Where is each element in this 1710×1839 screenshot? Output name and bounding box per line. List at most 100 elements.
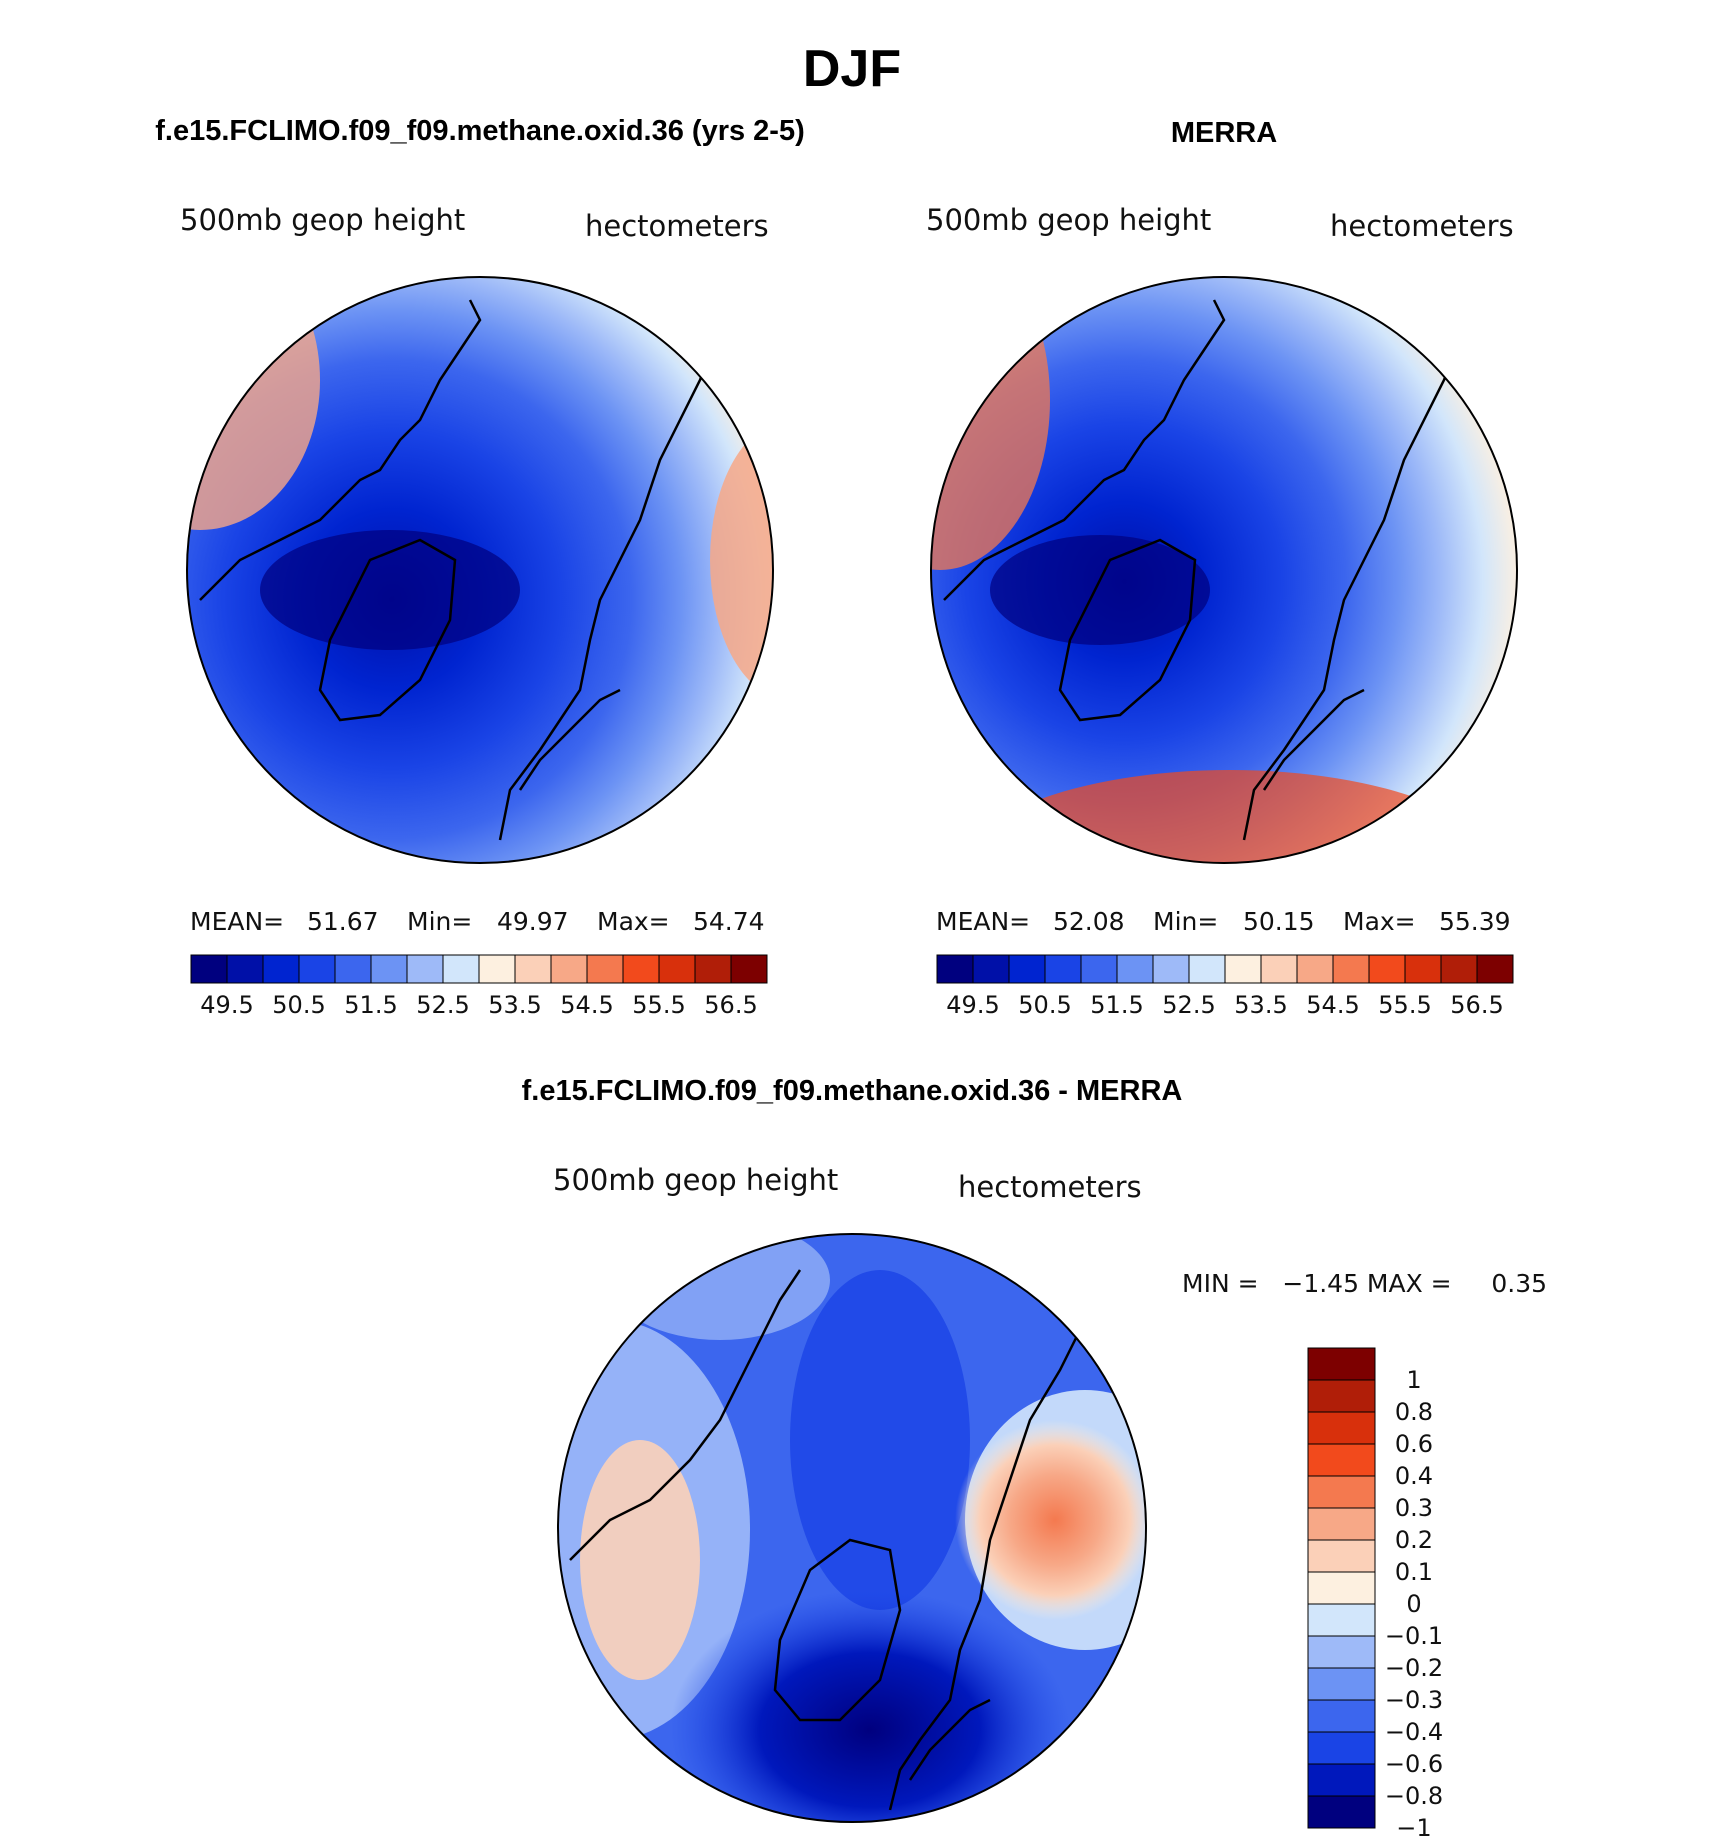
obs-land-scandinavia [1262, 688, 1365, 791]
obs-field-low-core [990, 535, 1210, 645]
diff-colorbar-tick-label: 0.4 [1395, 1462, 1433, 1490]
model-units-label: hectometers [585, 209, 769, 243]
model-colorbar-box [622, 954, 660, 984]
obs-colorbar-box [1224, 954, 1262, 984]
model-colorbar-tick-label: 53.5 [488, 991, 541, 1019]
model-colorbar-box [586, 954, 624, 984]
diff-colorbar-box [1307, 1571, 1376, 1605]
model-colorbar-box [226, 954, 264, 984]
obs-colorbar-box [1332, 954, 1370, 984]
model-colorbar-box [334, 954, 372, 984]
obs-mean-label: MEAN= [936, 907, 1030, 936]
model-colorbar-box [694, 954, 732, 984]
obs-colorbar-tick-label: 55.5 [1378, 991, 1431, 1019]
model-colorbar-box [514, 954, 552, 984]
obs-colorbar-box [1440, 954, 1478, 984]
model-colorbar-tick-label: 49.5 [200, 991, 253, 1019]
model-max-label: Max= [597, 907, 670, 936]
diff-map [558, 1234, 1146, 1822]
model-panel: f.e15.FCLIMO.f09_f09.methane.oxid.36 (yr… [155, 115, 805, 1019]
diff-colorbar-box [1307, 1763, 1376, 1797]
obs-colorbar-box [972, 954, 1010, 984]
diff-colorbar-tick-label: 1 [1406, 1366, 1421, 1394]
obs-colorbar-box [1116, 954, 1154, 984]
diff-field-west-positive [580, 1440, 700, 1680]
obs-max-value: 55.39 [1439, 907, 1511, 936]
diff-land-north-america [569, 1269, 802, 1561]
model-colorbar: 49.5 50.5 51.5 52.5 53.5 54.5 55.5 56.5 [190, 954, 768, 1019]
obs-max-label: Max= [1343, 907, 1416, 936]
model-land-greenland [318, 538, 457, 722]
model-colorbar-box [730, 954, 768, 984]
diff-colorbar-tick-label: 0.1 [1395, 1558, 1433, 1586]
model-variable-label: 500mb geop height [180, 203, 465, 237]
model-colorbar-box [370, 954, 408, 984]
diff-colorbar-box [1307, 1379, 1376, 1413]
model-map-border [186, 276, 774, 864]
model-land-north-america [199, 299, 482, 601]
diff-colorbar-box [1307, 1699, 1376, 1733]
obs-colorbar-box [1044, 954, 1082, 984]
model-mean-value: 51.67 [307, 907, 379, 936]
model-field-low-core [260, 530, 520, 650]
obs-heading: MERRA [1171, 117, 1277, 149]
diff-panel: f.e15.FCLIMO.f09_f09.methane.oxid.36 - M… [522, 1075, 1547, 1839]
obs-colorbar-tick-label: 49.5 [946, 991, 999, 1019]
diff-units-label: hectometers [958, 1170, 1142, 1204]
model-colorbar-box [442, 954, 480, 984]
diff-colorbar-tick-label: 0.3 [1395, 1494, 1433, 1522]
diff-map-border [557, 1233, 1147, 1823]
obs-colorbar-tick-label: 54.5 [1306, 991, 1359, 1019]
obs-colorbar-box [1368, 954, 1406, 984]
diff-colorbar-tick-label: −0.1 [1385, 1622, 1443, 1650]
model-field-east-high [710, 420, 773, 700]
diff-colorbar-tick-label: −0.2 [1385, 1654, 1443, 1682]
diff-land-scandinavia [908, 1698, 991, 1781]
obs-colorbar-box [1260, 954, 1298, 984]
model-colorbar-box [406, 954, 444, 984]
obs-colorbar-box [1296, 954, 1334, 984]
diff-colorbar-tick-label: −0.4 [1385, 1718, 1443, 1746]
obs-colorbar-box [1152, 954, 1190, 984]
diff-land-greenland [773, 1538, 902, 1722]
diff-colorbar-box [1307, 1347, 1376, 1381]
diff-variable-label: 500mb geop height [553, 1163, 838, 1197]
obs-colorbar-tick-label: 50.5 [1018, 991, 1071, 1019]
obs-colorbar-box [1080, 954, 1118, 984]
obs-colorbar-tick-label: 52.5 [1162, 991, 1215, 1019]
diff-colorbar-box [1307, 1507, 1376, 1541]
obs-colorbar: 49.5 50.5 51.5 52.5 53.5 54.5 55.5 56.5 [936, 954, 1514, 1019]
model-colorbar-box [190, 954, 228, 984]
obs-min-label: Min= [1153, 907, 1218, 936]
diff-colorbar-tick-label: 0.6 [1395, 1430, 1433, 1458]
figure-title: DJF [803, 40, 901, 98]
model-heading: f.e15.FCLIMO.f09_f09.methane.oxid.36 (yr… [155, 115, 805, 147]
obs-units-label: hectometers [1330, 209, 1514, 243]
diff-colorbar-box [1307, 1475, 1376, 1509]
obs-colorbar-tick-label: 51.5 [1090, 991, 1143, 1019]
diff-colorbar-box [1307, 1411, 1376, 1445]
obs-colorbar-box [1188, 954, 1226, 984]
diff-colorbar-tick-label: −0.8 [1385, 1782, 1443, 1810]
diff-colorbar: 1 0.8 0.6 0.4 0.3 0.2 0.1 0 −0.1 −0.2 −0.3 −0.4 −0.6… [1307, 1347, 1443, 1839]
model-min-label: Min= [407, 907, 472, 936]
diff-colorbar-box [1307, 1667, 1376, 1701]
diff-colorbar-box [1307, 1539, 1376, 1573]
model-colorbar-box [550, 954, 588, 984]
obs-map-border [930, 276, 1518, 864]
model-land-eurasia [498, 299, 722, 841]
diff-colorbar-tick-label: 0.8 [1395, 1398, 1433, 1426]
model-colorbar-box [262, 954, 300, 984]
model-colorbar-tick-label: 55.5 [632, 991, 685, 1019]
diff-colorbar-tick-label: 0.2 [1395, 1526, 1433, 1554]
obs-mean-value: 52.08 [1053, 907, 1125, 936]
model-land-scandinavia [518, 688, 621, 791]
obs-land-greenland [1058, 538, 1197, 722]
diff-colorbar-box [1307, 1731, 1376, 1765]
model-colorbar-tick-label: 54.5 [560, 991, 613, 1019]
diff-heading: f.e15.FCLIMO.f09_f09.methane.oxid.36 - M… [522, 1075, 1183, 1107]
obs-min-value: 50.15 [1243, 907, 1315, 936]
model-colorbar-box [478, 954, 516, 984]
model-colorbar-tick-label: 51.5 [344, 991, 397, 1019]
